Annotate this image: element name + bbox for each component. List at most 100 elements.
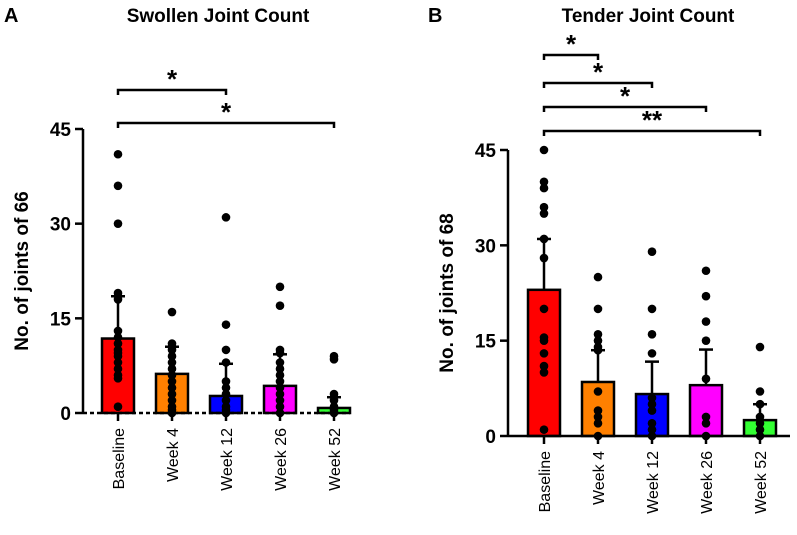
data-point (647, 425, 657, 434)
data-point (167, 383, 177, 393)
data-point (113, 373, 123, 383)
y-axis-label: No. of joints of 68 (437, 213, 458, 372)
x-tick-label: Baseline (537, 451, 554, 512)
significance-bracket (542, 53, 600, 60)
data-point (539, 349, 549, 358)
data-point (275, 383, 285, 393)
data-point (329, 396, 339, 405)
data-point (221, 320, 231, 329)
data-point (113, 332, 123, 342)
x-tick-label: Week 26 (699, 451, 716, 514)
data-point (113, 364, 123, 374)
data-point (593, 304, 603, 314)
data-point (167, 396, 177, 405)
panel-a: A Swollen Joint Count 0 15 30 45 No. of joints… (4, 5, 352, 491)
data-point (701, 291, 711, 301)
significance-label: ** (642, 105, 663, 135)
y-tick-label: 15 (475, 332, 497, 353)
significance-label: * (566, 29, 577, 59)
significance-bracket (542, 81, 654, 88)
significance-bracket (116, 121, 336, 128)
y-tick-label: 0 (485, 427, 496, 448)
y-axis-label: No. of joints of 66 (12, 191, 33, 350)
chart-title: Swollen Joint Count (127, 6, 310, 27)
data-point (539, 183, 549, 193)
bar-week-26 (688, 383, 724, 438)
data-point (593, 336, 603, 345)
data-point (755, 412, 765, 422)
y-tick-label: 30 (50, 215, 71, 236)
data-point (113, 181, 123, 191)
data-point (647, 304, 657, 314)
data-point (221, 377, 231, 386)
data-point (221, 358, 231, 367)
y-tick-label: 45 (475, 141, 497, 162)
data-point (167, 364, 177, 374)
data-point (275, 358, 285, 367)
data-point (593, 406, 603, 415)
data-point (701, 336, 711, 345)
data-point (593, 345, 603, 355)
data-point (647, 247, 657, 256)
data-point (167, 377, 177, 386)
data-point (647, 406, 657, 415)
data-point (221, 345, 231, 355)
data-point (113, 351, 123, 361)
data-point (539, 368, 549, 377)
data-point (221, 389, 231, 399)
data-point (647, 418, 657, 428)
data-point (221, 396, 231, 405)
panel-letter: B (428, 5, 442, 27)
data-point (593, 272, 603, 282)
data-point (275, 377, 285, 386)
y-tick-label: 45 (50, 120, 72, 141)
data-point (593, 330, 603, 339)
chart-title: Tender Joint Count (562, 6, 735, 27)
data-point (275, 370, 285, 380)
data-point (113, 339, 123, 348)
panel-letter: A (4, 5, 18, 27)
data-point (539, 336, 549, 345)
data-point (539, 177, 549, 187)
data-point (275, 389, 285, 399)
data-point (539, 304, 549, 314)
x-tick-label: Week 52 (327, 428, 344, 491)
x-tick-label: Week 12 (645, 451, 662, 514)
x-tick-label: Week 4 (591, 451, 608, 505)
data-point (647, 393, 657, 403)
significance-bracket (542, 129, 762, 136)
data-point (701, 317, 711, 326)
y-tick-label: 15 (50, 309, 72, 330)
x-tick-label: Week 4 (165, 428, 182, 482)
data-point (329, 355, 339, 364)
data-point (647, 330, 657, 339)
data-point (275, 348, 285, 358)
data-point (701, 266, 711, 276)
data-point (593, 418, 603, 428)
data-point (221, 213, 231, 222)
data-point (755, 425, 765, 434)
data-point (275, 396, 285, 405)
significance-bracket (542, 105, 708, 112)
data-point (275, 282, 285, 292)
data-point (539, 145, 549, 155)
data-point (113, 402, 123, 411)
data-point (593, 387, 603, 396)
data-point (275, 402, 285, 411)
data-point (755, 418, 765, 428)
data-point (701, 374, 711, 384)
data-point (113, 295, 123, 304)
data-point (113, 358, 123, 367)
data-point (647, 349, 657, 358)
data-point (167, 358, 177, 367)
significance-label: * (593, 57, 604, 87)
data-point (167, 389, 177, 399)
x-tick-label: Week 26 (273, 428, 290, 491)
data-point (167, 370, 177, 380)
data-point (167, 307, 177, 317)
data-point (647, 399, 657, 409)
data-point (275, 364, 285, 374)
data-point (701, 412, 711, 422)
significance-label: * (620, 81, 631, 111)
